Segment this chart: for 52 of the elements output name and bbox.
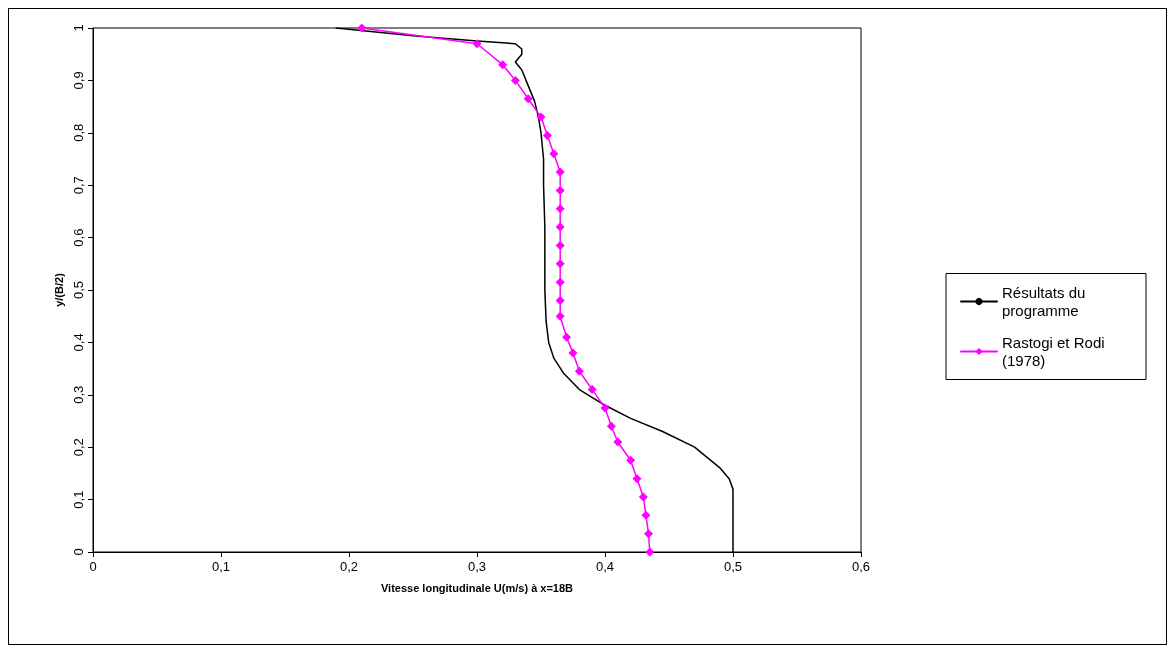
point xyxy=(498,60,508,70)
y-tick-label: 0,2 xyxy=(71,438,86,457)
point xyxy=(574,366,584,376)
point xyxy=(641,510,651,520)
y-tick-label: 0,9 xyxy=(71,71,86,90)
point xyxy=(568,348,578,358)
point xyxy=(549,149,559,159)
point xyxy=(472,39,482,49)
point xyxy=(555,259,565,269)
legend-label: Résultats du programme xyxy=(1002,284,1090,319)
y-tick-label: 0,6 xyxy=(71,228,86,247)
y-tick-label: 0,8 xyxy=(71,123,86,142)
point xyxy=(606,421,616,431)
y-tick-label: 0,1 xyxy=(71,490,86,509)
point xyxy=(626,455,636,465)
x-tick-label: 0,4 xyxy=(595,559,615,574)
y-tick-label: 0,3 xyxy=(71,385,86,404)
y-tick-label: 0,4 xyxy=(71,333,86,352)
x-tick-label: 0,6 xyxy=(851,559,871,574)
point xyxy=(644,529,654,539)
y-tick-label: 1 xyxy=(71,24,86,32)
point xyxy=(645,547,655,557)
y-axis-title: y/(B/2) xyxy=(52,272,65,307)
point xyxy=(555,311,565,321)
point xyxy=(562,332,572,342)
point xyxy=(555,222,565,232)
x-tick-label: 0,2 xyxy=(339,559,359,574)
point xyxy=(555,240,565,250)
y-tick-label: 0 xyxy=(71,548,86,556)
legend-label: Rastogi et Rodi (1978) xyxy=(1002,334,1109,369)
point xyxy=(536,112,546,122)
point xyxy=(542,130,552,140)
point xyxy=(587,385,597,395)
point xyxy=(555,204,565,214)
x-axis-title: Vitesse longitudinale U(m/s) à x=18B xyxy=(380,581,574,594)
x-tick-label: 0,1 xyxy=(211,559,231,574)
point xyxy=(613,437,623,447)
point xyxy=(357,23,367,33)
point xyxy=(638,492,648,502)
point xyxy=(555,295,565,305)
point xyxy=(632,474,642,484)
point xyxy=(555,185,565,195)
point xyxy=(555,167,565,177)
y-tick-label: 0,7 xyxy=(71,176,86,195)
x-tick-label: 0 xyxy=(89,559,97,574)
point xyxy=(510,75,520,85)
x-tick-label: 0,5 xyxy=(723,559,743,574)
y-tick-label: 0,5 xyxy=(71,280,86,300)
x-tick-label: 0,3 xyxy=(467,559,487,574)
point xyxy=(555,277,565,287)
point xyxy=(523,94,533,104)
point xyxy=(600,403,610,413)
